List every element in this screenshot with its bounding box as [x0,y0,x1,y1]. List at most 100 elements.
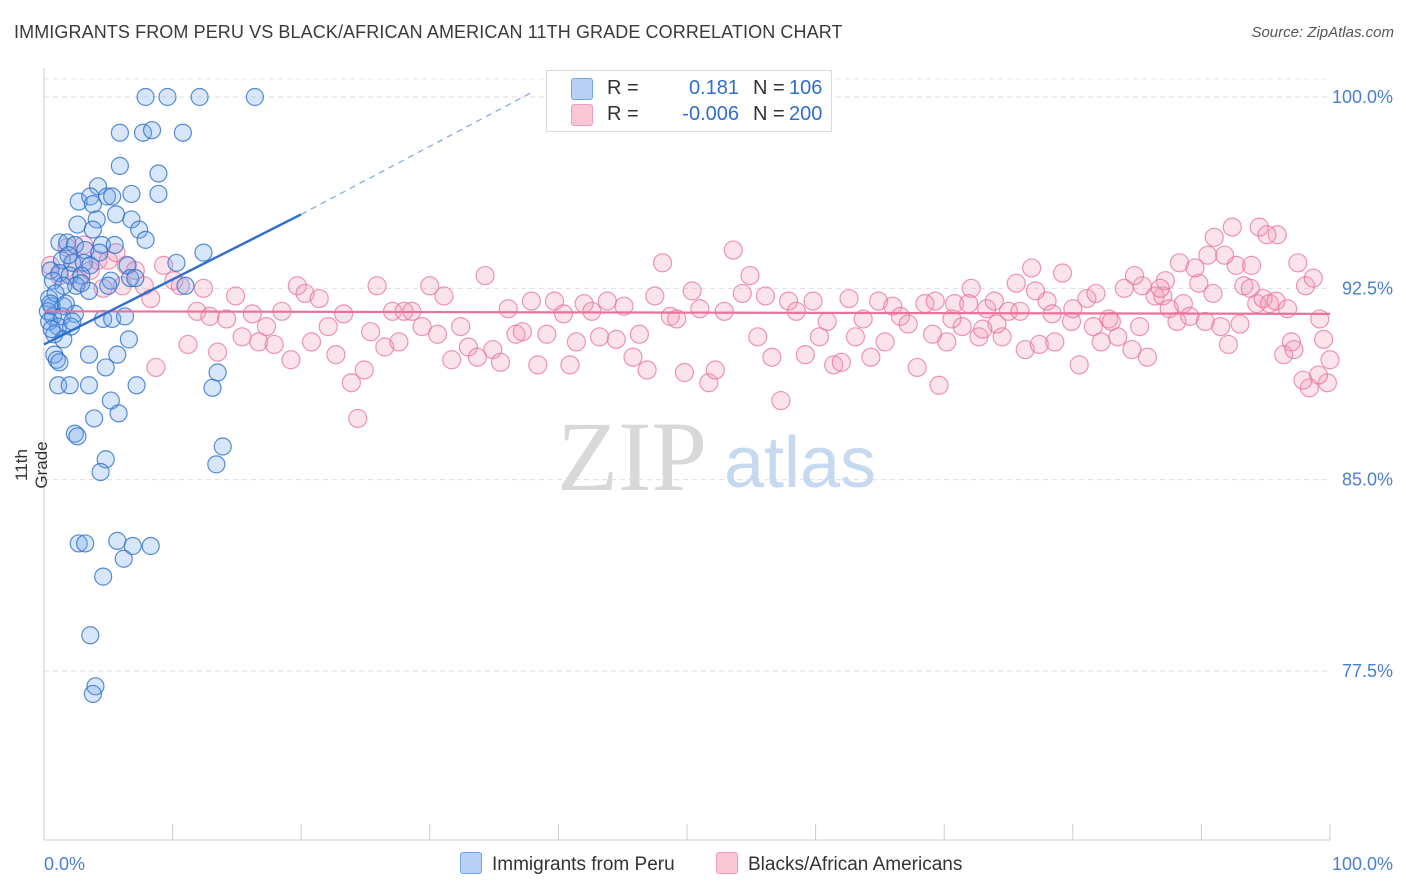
point-peru [60,376,79,395]
point-blacks [1006,273,1026,293]
point-peru [149,184,168,204]
point-peru [83,220,102,239]
legend-n-value-peru: 106 [789,77,823,99]
point-blacks [256,317,277,337]
point-blacks [490,352,511,372]
point-blacks [778,291,799,311]
point-blacks [824,355,844,375]
point-blacks [309,288,329,309]
point-blacks [853,309,873,329]
point-blacks [367,276,387,296]
y-axis-label: 11th Grade [12,441,51,489]
point-peru [83,195,102,214]
point-blacks [361,322,381,342]
point-blacks [1077,288,1097,309]
x-tick-label: 100.0% [1332,854,1393,874]
point-blacks [178,334,198,355]
point-blacks [326,345,346,365]
trend-line-blacks [43,310,1331,315]
point-peru [110,123,129,142]
point-blacks [732,283,752,304]
point-peru [167,253,186,272]
point-blacks [762,347,782,367]
point-blacks [1293,370,1313,390]
point-peru [47,350,66,369]
point-blacks [1180,306,1200,326]
point-peru [173,123,192,142]
point-blacks [623,347,643,367]
point-peru [176,276,195,295]
point-peru [136,87,155,107]
point-blacks [845,327,866,347]
axes [43,68,1331,841]
legend-r-value-peru: 0.181 [688,77,739,99]
point-blacks [1222,217,1242,237]
point-peru [126,269,145,288]
trend-lines [43,91,1331,346]
point-peru [79,281,99,300]
point-blacks [667,309,687,329]
point-blacks [606,329,626,349]
point-peru [213,437,232,456]
point-blacks [566,332,587,352]
point-blacks [740,265,760,286]
point-blacks [341,373,361,393]
point-blacks [861,347,881,367]
point-blacks [1267,225,1287,245]
point-blacks [1320,350,1340,370]
point-blacks [1122,339,1142,360]
point-peru [85,409,104,428]
point-blacks [898,314,918,334]
point-peru [108,531,127,550]
point-blacks [961,278,981,298]
blacks-swatch-icon [571,104,593,126]
y-tick-label: 100.0% [1332,87,1393,107]
point-peru [123,536,142,556]
point-blacks [755,286,776,306]
point-blacks [141,288,161,309]
point-peru [94,567,113,586]
point-blacks [1025,281,1046,301]
point-blacks [1299,378,1320,398]
point-blacks [1204,227,1224,247]
point-blacks [193,278,214,298]
point-peru [68,427,87,446]
series-peru-points [38,87,265,704]
point-peru [245,87,265,107]
point-blacks [1218,334,1239,355]
point-blacks [1189,273,1209,293]
point-blacks [637,360,657,380]
point-peru [50,233,69,252]
point-blacks [537,324,557,344]
point-peru [106,205,126,224]
point-peru [190,87,209,107]
point-blacks [1295,276,1316,296]
legend-n-label: N = [753,103,785,125]
point-blacks [1214,245,1235,265]
point-blacks [434,286,454,306]
point-blacks [420,276,440,296]
point-blacks [1288,253,1308,273]
point-blacks [1198,245,1218,265]
point-peru [68,215,87,234]
point-blacks [1211,317,1231,337]
watermark-atlas: atlas [724,423,876,503]
point-blacks [907,357,927,378]
point-peru [207,455,226,474]
point-blacks [498,299,518,319]
legend-n-label: N = [753,77,785,99]
point-peru [96,358,115,377]
watermark-zip: ZIP [557,401,707,512]
point-peru [122,184,141,204]
point-blacks [929,375,949,395]
point-blacks [614,296,634,316]
peru-legend-icon [460,852,482,874]
point-peru [203,378,222,397]
point-blacks [242,304,262,324]
point-peru [158,87,177,107]
legend-box: R = 0.181 N = 106 R = -0.006 N = 200 [546,70,832,132]
point-peru [130,220,149,239]
point-peru [101,271,120,290]
point-peru [99,276,118,295]
point-blacks [217,309,237,329]
